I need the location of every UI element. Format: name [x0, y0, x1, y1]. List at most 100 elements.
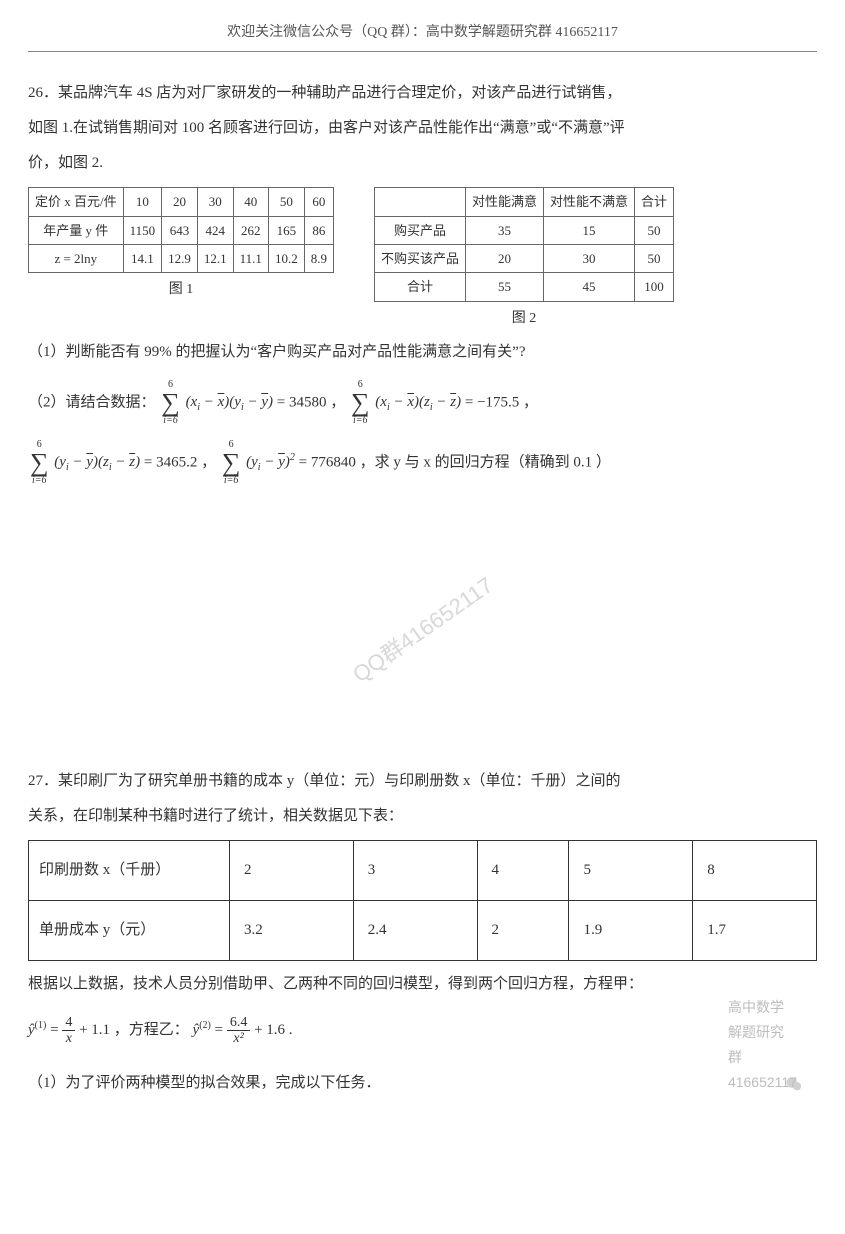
- table-row: 单册成本 y（元） 3.2 2.4 2 1.9 1.7: [29, 900, 817, 960]
- eq-tail1: + 1.1 ，方程乙：: [79, 1022, 189, 1038]
- table-row: z = 2lny 14.1 12.9 12.1 11.1 10.2 8.9: [29, 244, 334, 272]
- q26-p1: 某品牌汽车 4S 店为对厂家研发的一种辅助产品进行合理定价，对该产品进行试销售，: [58, 85, 621, 101]
- cell: 10.2: [268, 244, 304, 272]
- fig1-caption: 图 1: [169, 277, 194, 302]
- cell: 50: [634, 216, 673, 244]
- frac2: 6.4 x²: [227, 1015, 251, 1047]
- sigma-icon: 6∑i=6: [222, 440, 241, 486]
- cell: 1.9: [569, 900, 693, 960]
- table-row: 购买产品 35 15 50: [374, 216, 673, 244]
- q26-sub1: （1）判断能否有 99% 的把握认为“客户购买产品对产品性能满意之间有关”?: [28, 339, 817, 366]
- table-row: 不购买该产品 20 30 50: [374, 244, 673, 272]
- frac1: 4 x: [62, 1015, 75, 1047]
- cell: 12.9: [162, 244, 198, 272]
- cell: 50: [268, 188, 304, 216]
- q26-line1: 26．某品牌汽车 4S 店为对厂家研发的一种辅助产品进行合理定价，对该产品进行试…: [28, 80, 817, 107]
- expr-xz: (xi − x)(zi − z): [375, 394, 465, 410]
- cell: 不购买该产品: [374, 244, 465, 272]
- cell: 30: [197, 188, 233, 216]
- cell: 单册成本 y（元）: [29, 900, 230, 960]
- cell: 424: [197, 216, 233, 244]
- q27-number: 27．: [28, 773, 58, 789]
- cell: 1.7: [693, 900, 817, 960]
- sigma-icon: 6∑i=6: [30, 440, 49, 486]
- eq3-val: = 3465.2 ，: [144, 454, 216, 470]
- cell: 10: [123, 188, 162, 216]
- cell: 86: [304, 216, 333, 244]
- q26-table1: 定价 x 百元/件 10 20 30 40 50 60 年产量 y 件 1150…: [28, 187, 334, 273]
- cell: 印刷册数 x（千册）: [29, 840, 230, 900]
- cell: 643: [162, 216, 198, 244]
- cell: 4: [477, 840, 569, 900]
- table-row: 对性能满意 对性能不满意 合计: [374, 188, 673, 216]
- cell: 对性能不满意: [543, 188, 634, 216]
- eq4-val: = 776840 ，求 y 与 x 的回归方程（精确到 0.1 ）: [299, 454, 611, 470]
- cell: 8.9: [304, 244, 333, 272]
- cell: 100: [634, 273, 673, 301]
- cell: 5: [569, 840, 693, 900]
- fig2-caption: 图 2: [512, 306, 537, 331]
- cell: 40: [233, 188, 268, 216]
- q26-line2: 如图 1.在试销售期间对 100 名顾客进行回访，由客户对该产品性能作出“满意”…: [28, 115, 817, 142]
- table-row: 定价 x 百元/件 10 20 30 40 50 60: [29, 188, 334, 216]
- q27-line1: 27．某印刷厂为了研究单册书籍的成本 y（单位：元）与印刷册数 x（单位：千册）…: [28, 768, 817, 795]
- q26-number: 26．: [28, 85, 58, 101]
- q26-table2: 对性能满意 对性能不满意 合计 购买产品 35 15 50 不购买该产品 20 …: [374, 187, 674, 302]
- eq-tail2: + 1.6 .: [254, 1022, 292, 1038]
- cell: 165: [268, 216, 304, 244]
- table-row: 年产量 y 件 1150 643 424 262 165 86: [29, 216, 334, 244]
- cell: 定价 x 百元/件: [29, 188, 124, 216]
- cell: 60: [304, 188, 333, 216]
- cell: 12.1: [197, 244, 233, 272]
- page-header: 欢迎关注微信公众号（QQ 群）：高中数学解题研究群 416652117: [28, 20, 817, 52]
- watermark-region: QQ群416652117: [28, 500, 817, 760]
- cell: 35: [465, 216, 543, 244]
- sup2: (2): [199, 1020, 211, 1031]
- q26-math-line2: 6∑i=6 (yi − y)(zi − z) = 3465.2 ， 6∑i=6 …: [28, 440, 817, 486]
- cell: 3: [353, 840, 477, 900]
- cell: [374, 188, 465, 216]
- yhat1: ŷ: [28, 1022, 35, 1038]
- cell: 合计: [374, 273, 465, 301]
- cell: 15: [543, 216, 634, 244]
- eq-mid2: =: [215, 1022, 227, 1038]
- q26-sub2-lead: （2）请结合数据：: [28, 394, 156, 410]
- footer-wm-text: 高中数学解题研究群416652117: [728, 995, 797, 1096]
- cell: 11.1: [233, 244, 268, 272]
- cell: 购买产品: [374, 216, 465, 244]
- cell: 8: [693, 840, 817, 900]
- eq1-val: = 34580 ，: [277, 394, 345, 410]
- cell: 3.2: [230, 900, 354, 960]
- watermark-text: QQ群416652117: [344, 566, 502, 693]
- cell: 14.1: [123, 244, 162, 272]
- cell: 50: [634, 244, 673, 272]
- q27-p3: 根据以上数据，技术人员分别借助甲、乙两种不同的回归模型，得到两个回归方程，方程甲…: [28, 971, 817, 998]
- q26-math-line1: （2）请结合数据： 6∑i=6 (xi − x)(yi − y) = 34580…: [28, 380, 817, 426]
- cell: 年产量 y 件: [29, 216, 124, 244]
- cell: z = 2lny: [29, 244, 124, 272]
- q27-table: 印刷册数 x（千册） 2 3 4 5 8 单册成本 y（元） 3.2 2.4 2…: [28, 840, 817, 961]
- cell: 1150: [123, 216, 162, 244]
- cell: 55: [465, 273, 543, 301]
- cell: 262: [233, 216, 268, 244]
- q27-sub1: （1）为了评价两种模型的拟合效果，完成以下任务．: [28, 1070, 817, 1097]
- expr-yy: (yi − y)2: [246, 454, 298, 470]
- cell: 2: [477, 900, 569, 960]
- q27-p1: 某印刷厂为了研究单册书籍的成本 y（单位：元）与印刷册数 x（单位：千册）之间的: [58, 773, 621, 789]
- sigma-icon: 6∑i=6: [161, 380, 180, 426]
- expr-yz: (yi − y)(zi − z): [54, 454, 144, 470]
- cell: 20: [465, 244, 543, 272]
- sigma-icon: 6∑i=6: [351, 380, 370, 426]
- cell: 20: [162, 188, 198, 216]
- cell: 2: [230, 840, 354, 900]
- q27-equations: ŷ(1) = 4 x + 1.1 ，方程乙： ŷ(2) = 6.4 x² + 1…: [28, 1012, 817, 1048]
- expr-xy: (xi − x)(yi − y): [186, 394, 277, 410]
- cell: 对性能满意: [465, 188, 543, 216]
- cell: 2.4: [353, 900, 477, 960]
- table-row: 印刷册数 x（千册） 2 3 4 5 8: [29, 840, 817, 900]
- eq-mid: =: [50, 1022, 62, 1038]
- q26-line3: 价，如图 2.: [28, 150, 817, 177]
- cell: 30: [543, 244, 634, 272]
- q27-line2: 关系，在印制某种书籍时进行了统计，相关数据见下表：: [28, 803, 817, 830]
- sup1: (1): [35, 1020, 47, 1031]
